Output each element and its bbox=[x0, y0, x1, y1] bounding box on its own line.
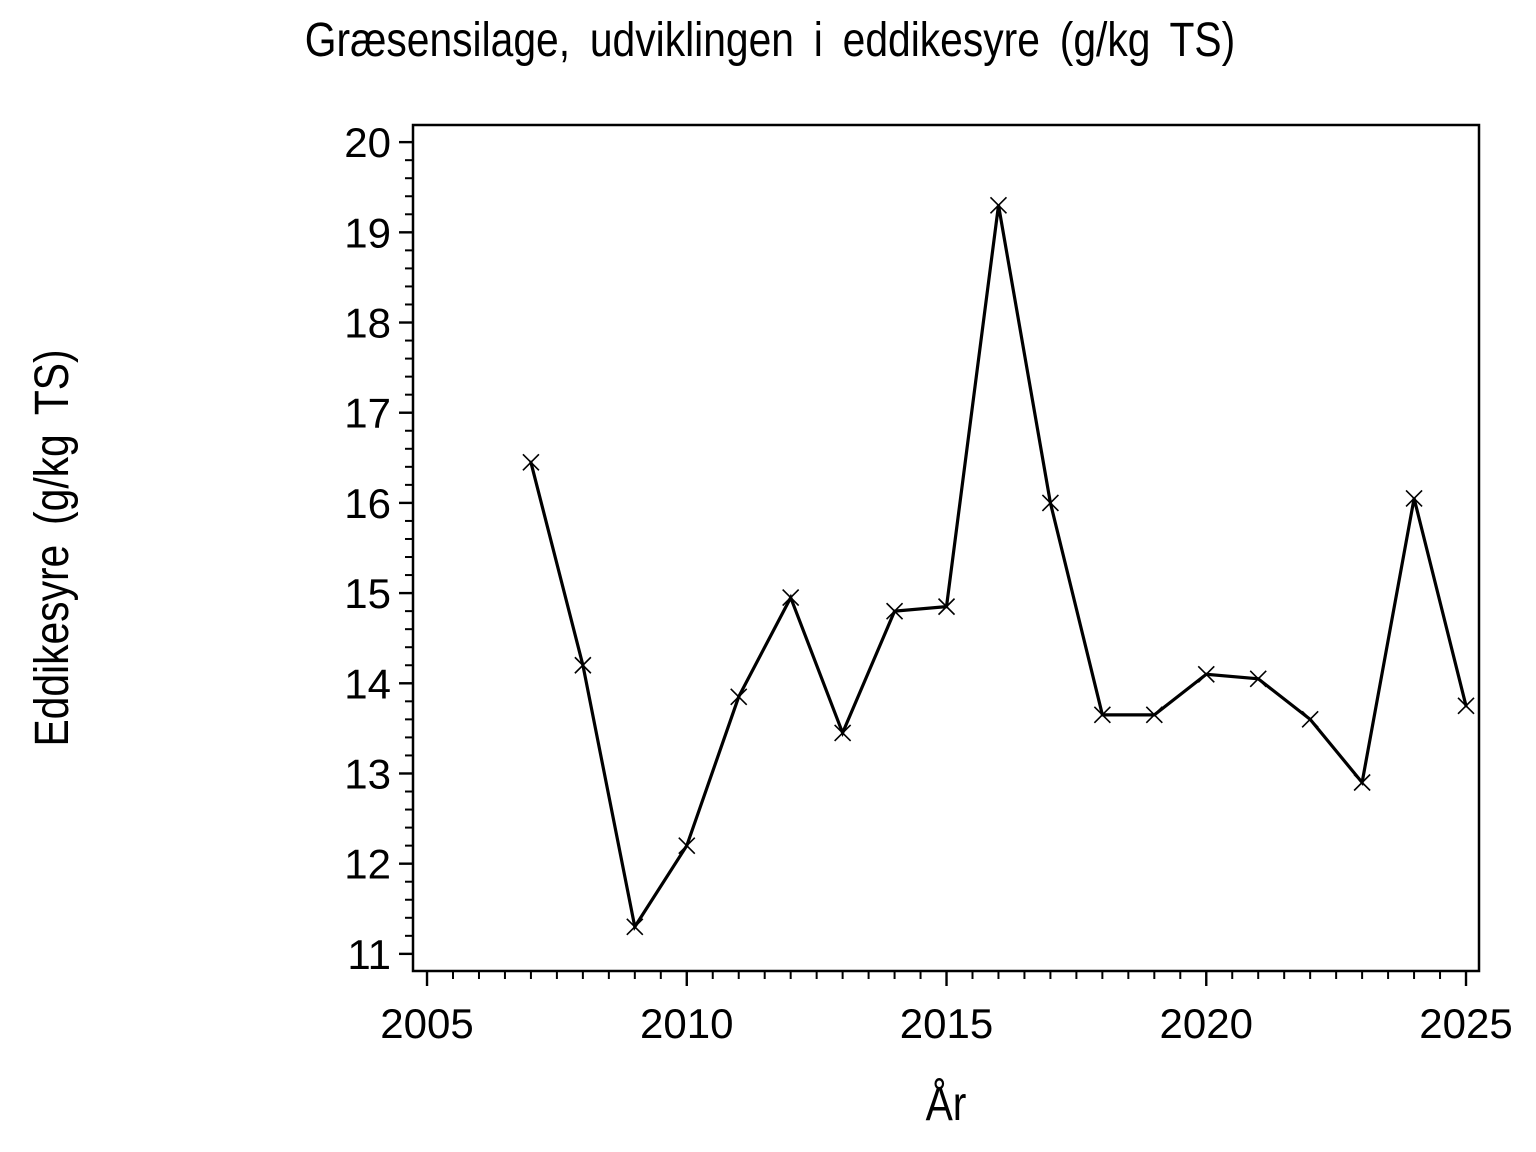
y-tick-label: 18 bbox=[344, 300, 391, 347]
y-tick-label: 17 bbox=[344, 390, 391, 437]
y-tick-label: 13 bbox=[344, 750, 391, 797]
series-line bbox=[529, 205, 1468, 932]
data-point-marker bbox=[1093, 706, 1111, 724]
data-point-marker bbox=[1353, 773, 1371, 792]
data-series bbox=[522, 196, 1475, 936]
marker-stroke bbox=[1093, 706, 1111, 724]
x-tick-label: 2025 bbox=[1419, 1000, 1512, 1047]
data-point-marker bbox=[730, 688, 748, 706]
x-tick-label: 2015 bbox=[900, 1000, 993, 1047]
data-point-marker bbox=[522, 453, 540, 471]
data-point-marker bbox=[1457, 697, 1475, 715]
axis-tick-labels: 11 12 13 14 15 16 17 18 19 20 2005 2010 2015 2020 2025 bbox=[344, 119, 1512, 1047]
marker-stroke bbox=[1041, 494, 1059, 512]
data-point-marker bbox=[1405, 489, 1423, 507]
y-tick-label: 19 bbox=[344, 209, 391, 256]
data-point-marker bbox=[1145, 706, 1163, 724]
data-point-marker bbox=[1197, 665, 1215, 683]
y-tick-label: 20 bbox=[344, 119, 391, 166]
marker-stroke bbox=[989, 196, 1008, 214]
x-axis-title: År bbox=[926, 1078, 967, 1131]
y-tick-label: 15 bbox=[344, 570, 391, 617]
marker-stroke bbox=[678, 837, 696, 855]
data-point-marker bbox=[574, 656, 592, 674]
data-point-marker bbox=[1041, 494, 1059, 512]
data-point-marker bbox=[834, 724, 852, 742]
chart-title: Græsensilage, udviklingen i eddikesyre (… bbox=[305, 14, 1235, 67]
marker-stroke bbox=[1353, 773, 1371, 792]
y-tick-label: 12 bbox=[344, 841, 391, 888]
marker-stroke bbox=[1457, 697, 1475, 715]
data-point-marker bbox=[1249, 670, 1267, 688]
x-tick-label: 2020 bbox=[1160, 1000, 1253, 1047]
data-point-marker bbox=[1301, 710, 1319, 728]
marker-stroke bbox=[1301, 710, 1319, 728]
plot-frame bbox=[411, 123, 1481, 973]
marker-stroke bbox=[1197, 665, 1215, 683]
marker-stroke bbox=[626, 918, 644, 936]
data-point-marker bbox=[886, 602, 904, 620]
marker-stroke bbox=[782, 589, 800, 607]
marker-stroke bbox=[886, 602, 904, 620]
marker-stroke bbox=[1405, 489, 1423, 507]
data-point-marker bbox=[678, 837, 696, 855]
marker-stroke bbox=[522, 453, 540, 471]
data-point-marker bbox=[782, 589, 800, 607]
data-point-marker bbox=[626, 918, 644, 936]
y-tick-label: 14 bbox=[344, 660, 391, 707]
marker-stroke bbox=[937, 598, 956, 616]
marker-stroke bbox=[574, 656, 592, 674]
y-tick-label: 16 bbox=[344, 480, 391, 527]
data-point-marker bbox=[937, 598, 956, 616]
marker-stroke bbox=[730, 688, 748, 706]
x-tick-label: 2005 bbox=[380, 1000, 473, 1047]
data-point-marker bbox=[989, 196, 1008, 214]
marker-stroke bbox=[1145, 706, 1163, 724]
marker-stroke bbox=[834, 724, 852, 742]
y-tick-label: 11 bbox=[347, 931, 391, 978]
x-tick-label: 2010 bbox=[640, 1000, 733, 1047]
axis-ticks bbox=[399, 140, 1468, 986]
y-axis-title: Eddikesyre (g/kg TS) bbox=[26, 349, 79, 746]
marker-stroke bbox=[1249, 670, 1267, 688]
